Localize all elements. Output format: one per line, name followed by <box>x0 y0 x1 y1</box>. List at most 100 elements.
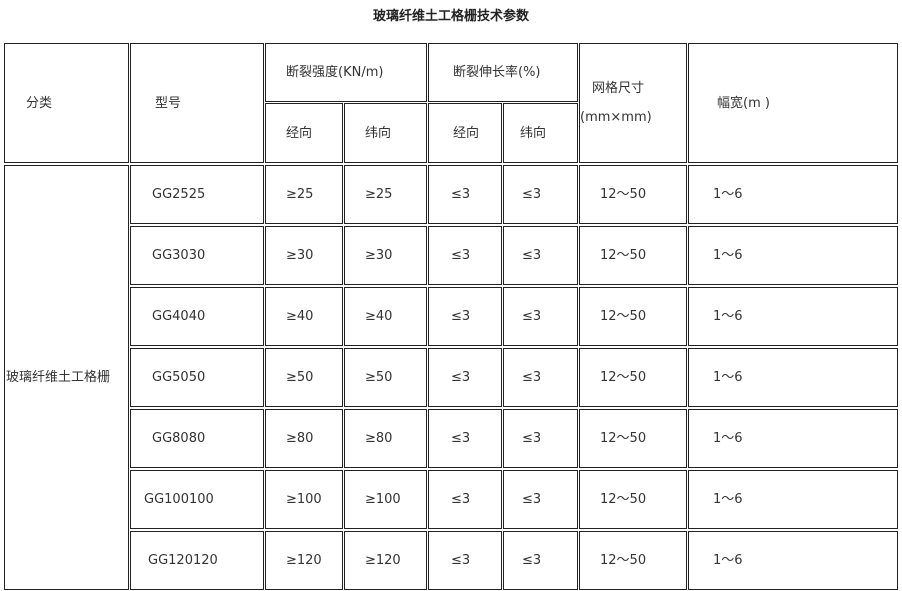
row-model: GG3030 <box>130 226 264 285</box>
row-model-text: GG120120 <box>148 553 218 568</box>
row-strength-weft-text: ≥25 <box>365 187 393 202</box>
row-strength-warp-text: ≥25 <box>286 187 314 202</box>
row-elong-warp: ≤3 <box>428 226 502 285</box>
row-width-text: 1～6 <box>713 309 743 324</box>
row-strength-warp: ≥80 <box>265 409 343 468</box>
row-strength-warp: ≥100 <box>265 470 343 529</box>
row-strength-warp: ≥30 <box>265 226 343 285</box>
row-elong-warp-text: ≤3 <box>451 309 471 324</box>
row-width-text: 1～6 <box>713 492 743 507</box>
header-strength-weft-text: 纬向 <box>365 125 392 141</box>
category-cell: 玻璃纤维土工格栅 <box>4 165 129 590</box>
row-model: GG120120 <box>130 531 264 590</box>
row-model-text: GG2525 <box>152 187 206 202</box>
row-elong-weft: ≤3 <box>503 226 578 285</box>
row-strength-warp-text: ≥30 <box>286 248 314 263</box>
row-strength-weft-text: ≥40 <box>365 309 393 324</box>
row-elong-weft: ≤3 <box>503 287 578 346</box>
header-elongation-warp: 经向 <box>428 103 502 163</box>
header-strength-weft: 纬向 <box>344 103 427 163</box>
header-elongation-warp-text: 经向 <box>453 125 480 141</box>
header-width-text: 幅宽(m ) <box>717 95 770 111</box>
row-mesh: 12～50 <box>579 348 687 407</box>
row-elong-weft-text: ≤3 <box>522 309 542 324</box>
header-strength-text: 断裂强度(KN/m) <box>286 65 384 80</box>
row-mesh-text: 12～50 <box>600 431 647 446</box>
header-category: 分类 <box>4 43 129 163</box>
header-model-text: 型号 <box>155 95 182 111</box>
row-mesh-text: 12～50 <box>600 187 647 202</box>
row-elong-weft: ≤3 <box>503 409 578 468</box>
row-mesh-text: 12～50 <box>600 553 647 568</box>
row-width: 1～6 <box>688 409 898 468</box>
category-cell-text: 玻璃纤维土工格栅 <box>6 370 111 385</box>
row-elong-warp: ≤3 <box>428 165 502 224</box>
row-strength-weft-text: ≥30 <box>365 248 393 263</box>
row-elong-warp-text: ≤3 <box>451 248 471 263</box>
row-elong-weft: ≤3 <box>503 165 578 224</box>
row-elong-weft: ≤3 <box>503 470 578 529</box>
row-elong-warp-text: ≤3 <box>451 492 471 507</box>
row-width: 1～6 <box>688 165 898 224</box>
row-model-text: GG4040 <box>152 309 206 324</box>
row-elong-weft-text: ≤3 <box>522 248 542 263</box>
row-strength-warp-text: ≥100 <box>286 492 322 507</box>
row-strength-warp: ≥50 <box>265 348 343 407</box>
row-mesh-text: 12～50 <box>600 309 647 324</box>
row-strength-weft-text: ≥100 <box>365 492 401 507</box>
header-category-text: 分类 <box>26 95 53 111</box>
row-width-text: 1～6 <box>713 553 743 568</box>
header-width: 幅宽(m ) <box>688 43 898 163</box>
header-mesh: 网格尺寸 (mm×mm) <box>579 43 687 163</box>
row-mesh-text: 12～50 <box>600 492 647 507</box>
header-model: 型号 <box>130 43 264 163</box>
row-strength-weft-text: ≥80 <box>365 431 393 446</box>
header-elongation-weft: 纬向 <box>503 103 578 163</box>
row-strength-weft-text: ≥50 <box>365 370 393 385</box>
row-width: 1～6 <box>688 226 898 285</box>
row-width: 1～6 <box>688 470 898 529</box>
row-elong-warp: ≤3 <box>428 409 502 468</box>
row-elong-weft-text: ≤3 <box>522 370 542 385</box>
row-strength-warp: ≥40 <box>265 287 343 346</box>
row-mesh: 12～50 <box>579 409 687 468</box>
row-mesh: 12～50 <box>579 165 687 224</box>
header-strength: 断裂强度(KN/m) <box>265 43 427 102</box>
row-elong-warp: ≤3 <box>428 287 502 346</box>
row-width: 1～6 <box>688 287 898 346</box>
header-elongation-weft-text: 纬向 <box>520 125 547 141</box>
row-width: 1～6 <box>688 531 898 590</box>
row-strength-warp: ≥120 <box>265 531 343 590</box>
row-model-text: GG8080 <box>152 431 206 446</box>
row-elong-warp: ≤3 <box>428 470 502 529</box>
row-width-text: 1～6 <box>713 431 743 446</box>
row-strength-warp-text: ≥120 <box>286 553 322 568</box>
row-width-text: 1～6 <box>713 370 743 385</box>
page-title: 玻璃纤维土工格栅技术参数 <box>372 9 529 24</box>
row-model: GG100100 <box>130 470 264 529</box>
row-strength-weft-text: ≥120 <box>365 553 401 568</box>
row-elong-warp-text: ≤3 <box>451 553 471 568</box>
row-model: GG2525 <box>130 165 264 224</box>
header-mesh-text: 网格尺寸 <box>592 81 645 96</box>
row-elong-warp-text: ≤3 <box>451 370 471 385</box>
row-strength-weft: ≥25 <box>344 165 427 224</box>
row-strength-weft: ≥100 <box>344 470 427 529</box>
row-elong-warp: ≤3 <box>428 348 502 407</box>
row-model-text: GG100100 <box>144 492 214 507</box>
header-mesh-text: (mm×mm) <box>580 110 652 125</box>
row-model-text: GG5050 <box>152 370 206 385</box>
row-mesh-text: 12～50 <box>600 370 647 385</box>
row-mesh-text: 12～50 <box>600 248 647 263</box>
header-elongation: 断裂伸长率(%) <box>428 43 578 102</box>
row-width: 1～6 <box>688 348 898 407</box>
row-elong-warp: ≤3 <box>428 531 502 590</box>
row-elong-weft: ≤3 <box>503 531 578 590</box>
row-elong-weft-text: ≤3 <box>522 553 542 568</box>
row-width-text: 1～6 <box>713 248 743 263</box>
row-model-text: GG3030 <box>152 248 206 263</box>
row-elong-warp-text: ≤3 <box>451 187 471 202</box>
row-model: GG8080 <box>130 409 264 468</box>
row-mesh: 12～50 <box>579 226 687 285</box>
row-elong-weft: ≤3 <box>503 348 578 407</box>
